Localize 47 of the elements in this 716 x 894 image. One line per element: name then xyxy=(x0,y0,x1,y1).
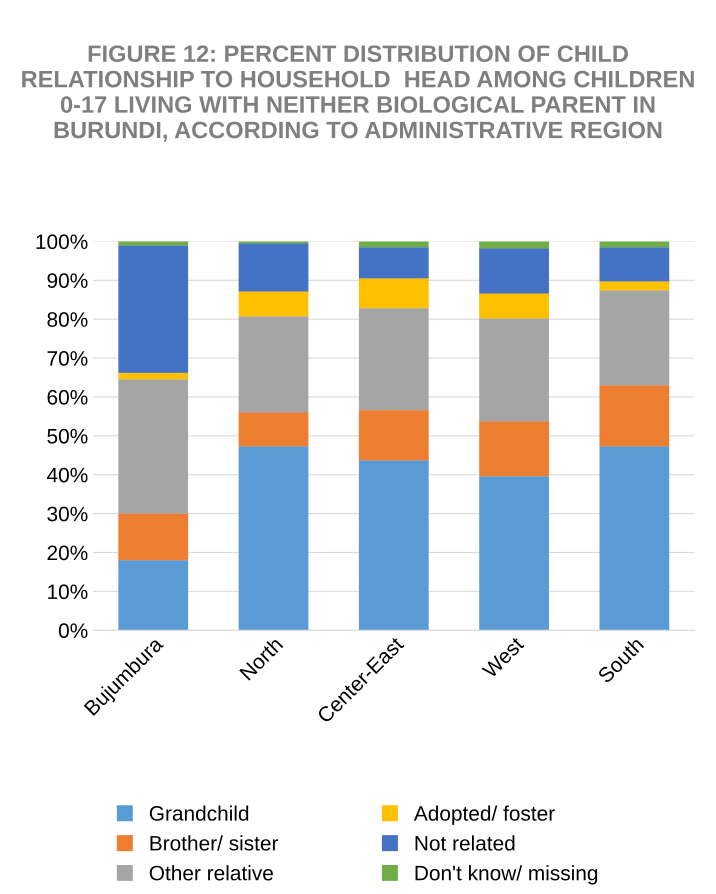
bar xyxy=(238,446,308,630)
y-tick-label: 90% xyxy=(48,273,88,288)
bar xyxy=(118,372,188,380)
bar xyxy=(479,248,549,294)
bar xyxy=(358,308,429,410)
y-tick-label: 10% xyxy=(48,584,88,600)
bar xyxy=(358,460,429,630)
bar xyxy=(118,560,188,630)
bar xyxy=(358,247,429,278)
bar xyxy=(479,476,549,630)
bar xyxy=(118,246,188,373)
legend-label: Adopted/ foster xyxy=(414,805,555,825)
y-tick-label: 80% xyxy=(47,312,88,327)
bar xyxy=(238,316,308,412)
bar xyxy=(358,410,429,460)
bar xyxy=(479,421,549,476)
bar xyxy=(238,292,308,316)
bar xyxy=(358,278,429,308)
bar xyxy=(479,318,549,422)
bar xyxy=(118,379,188,514)
bar xyxy=(118,514,188,560)
bar xyxy=(238,243,308,292)
bar xyxy=(599,241,670,248)
y-tick-label: 0% xyxy=(58,623,88,638)
legend-label: Don't know/ missing xyxy=(416,865,598,885)
bar xyxy=(238,412,308,446)
bar xyxy=(599,385,670,446)
bar xyxy=(479,241,549,248)
bar xyxy=(599,446,670,630)
y-tick-label: 50% xyxy=(47,428,88,444)
legend-label: Brother/ sister xyxy=(150,835,278,851)
y-tick-label: 60% xyxy=(48,390,88,405)
bar xyxy=(118,241,188,246)
y-tick-label: 70% xyxy=(48,351,88,366)
y-tick-label: 30% xyxy=(47,506,88,522)
bar xyxy=(479,293,549,318)
bar xyxy=(358,241,429,248)
bar xyxy=(599,247,670,282)
legend-label: Not related xyxy=(416,835,514,851)
bar xyxy=(599,290,670,386)
chart-title: FIGURE 12: PERCENT DISTRIBUTION OF CHILD RELATIONSHIP TO HOUSEHOLD HEAD AMONG CHILDREN 0-17 LIVING WITH NEITHER BIOLOGICAL PARENT IN BURUNDI, ACCORDING TO ADMINISTRATIVE REGION xyxy=(22,45,694,142)
legend-label: Grandchild xyxy=(150,805,248,821)
y-tick-label: 20% xyxy=(48,545,88,560)
bar xyxy=(599,281,670,290)
y-tick-label: 100% xyxy=(36,234,88,250)
legend-label: Other relative xyxy=(150,865,273,880)
y-tick-label: 40% xyxy=(47,468,88,482)
